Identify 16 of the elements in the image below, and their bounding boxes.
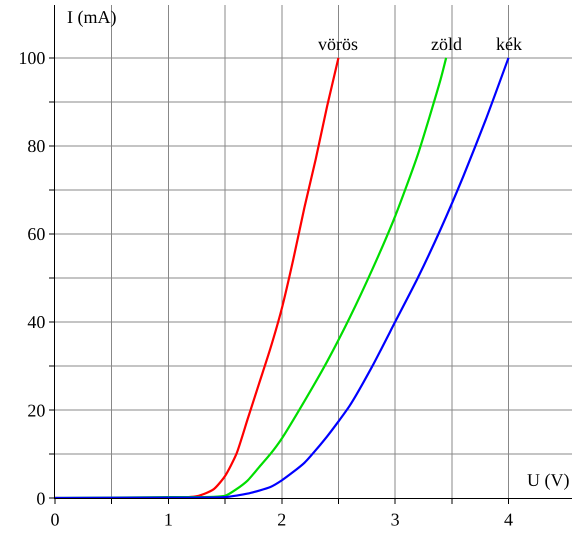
y-tick-label: 20	[27, 400, 46, 420]
x-tick-label: 0	[50, 510, 60, 530]
x-tick-label: 4	[504, 510, 514, 530]
x-axis-title: U (V)	[527, 470, 570, 490]
series-label: kék	[496, 34, 522, 54]
x-tick-label: 2	[277, 510, 286, 530]
y-tick-label: 40	[27, 312, 46, 332]
y-tick-label: 80	[27, 136, 46, 156]
y-tick-label: 100	[18, 48, 46, 68]
x-tick-label: 1	[164, 510, 173, 530]
series-label: vörös	[318, 34, 358, 54]
y-axis-title: I (mA)	[67, 7, 116, 27]
series-label: zöld	[431, 34, 462, 54]
y-tick-label: 60	[27, 224, 46, 244]
y-tick-label: 0	[36, 488, 46, 508]
x-tick-label: 3	[390, 510, 400, 530]
